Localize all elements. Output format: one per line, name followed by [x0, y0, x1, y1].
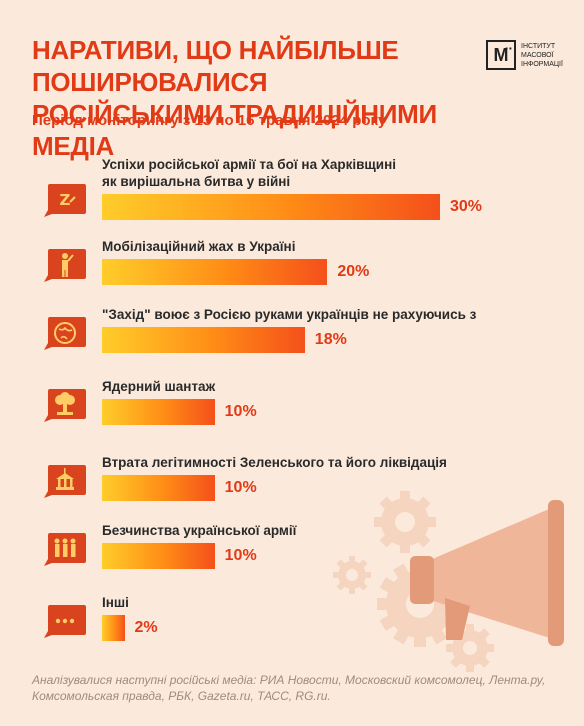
category-label-line: як вирішальна битва у війні	[102, 174, 291, 189]
title-line-2: РОСІЙСЬКИМИ ТРАДИЦІЙНИМИ МЕДІА	[32, 99, 437, 161]
category-label-line: Ядерний шантаж	[102, 379, 216, 394]
chart-subtitle: Період моніторингу з 13 по 16 травня 202…	[32, 112, 387, 129]
parliament-icon	[44, 465, 86, 498]
value-label: 2%	[134, 619, 158, 636]
soldiers-group-icon	[44, 533, 86, 566]
value-label: 10%	[224, 403, 257, 420]
bar	[102, 194, 440, 220]
bar	[102, 259, 328, 285]
logo-mark: М̈	[486, 40, 516, 70]
category-label: Втрата легітимності Зеленського та його …	[102, 454, 542, 471]
bar	[102, 327, 305, 353]
megaphone-icon	[410, 500, 564, 646]
category-label-line: Безчинства української армії	[102, 523, 297, 538]
value-label: 10%	[224, 547, 257, 564]
gear-icon	[361, 478, 449, 566]
globe-icon	[44, 317, 86, 350]
ellipsis-icon	[44, 605, 86, 638]
category-label: Успіхи російської армії та бої на Харків…	[102, 156, 542, 190]
category-label-line: Мобілізаційний жах в Україні	[102, 239, 296, 254]
title-line-1: НАРАТИВИ, ЩО НАЙБІЛЬШЕ ПОШИРЮВАЛИСЯ	[32, 35, 399, 97]
soldier-icon	[44, 249, 86, 282]
category-label-line: Успіхи російської армії та бої на Харків…	[102, 157, 397, 172]
bar	[102, 475, 215, 501]
category-label: Інші	[102, 594, 542, 611]
nuclear-cloud-icon	[44, 389, 86, 422]
value-label: 10%	[224, 479, 257, 496]
page-title: НАРАТИВИ, ЩО НАЙБІЛЬШЕ ПОШИРЮВАЛИСЯ РОСІ…	[32, 34, 472, 162]
category-label-line: Втрата легітимності Зеленського та його …	[102, 455, 447, 470]
imi-logo: М̈ ІНСТИТУТ МАСОВОЇ ІНФОРМАЦІЇ	[486, 40, 566, 80]
gear-icon	[436, 614, 504, 682]
value-label: 18%	[314, 331, 347, 348]
category-label-line: Інші	[102, 595, 129, 610]
category-label: Безчинства української армії	[102, 522, 542, 539]
z-icon: Z	[44, 184, 86, 217]
gear-icon	[325, 548, 379, 602]
bar	[102, 615, 125, 641]
category-label: Ядерний шантаж	[102, 378, 542, 395]
svg-text:Z: Z	[60, 191, 71, 209]
value-label: 30%	[450, 198, 483, 215]
value-label: 20%	[337, 263, 370, 280]
logo-text: ІНСТИТУТ МАСОВОЇ ІНФОРМАЦІЇ	[521, 43, 563, 68]
bar	[102, 399, 215, 425]
bar	[102, 543, 215, 569]
category-label: Мобілізаційний жах в Україні	[102, 238, 542, 255]
sources-note: Аналізувалися наступні російські медіа: …	[32, 673, 546, 703]
